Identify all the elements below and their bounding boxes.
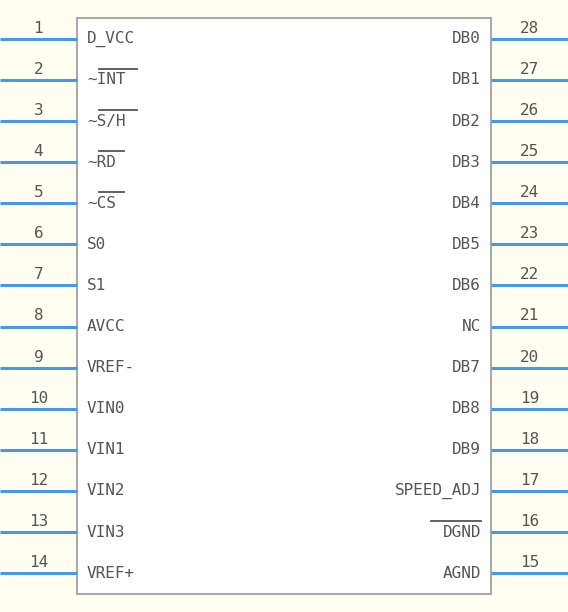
- Text: 24: 24: [520, 185, 539, 200]
- Text: 9: 9: [34, 349, 43, 365]
- Text: 16: 16: [520, 514, 539, 529]
- Text: DB1: DB1: [452, 72, 481, 88]
- Text: ~RD: ~RD: [87, 155, 116, 170]
- Text: DB2: DB2: [452, 114, 481, 129]
- Text: 6: 6: [34, 226, 43, 241]
- Text: 1: 1: [34, 21, 43, 36]
- Text: 10: 10: [29, 390, 48, 406]
- Text: 12: 12: [29, 473, 48, 488]
- Text: DGND: DGND: [442, 524, 481, 540]
- Text: 20: 20: [520, 349, 539, 365]
- Text: AVCC: AVCC: [87, 319, 126, 334]
- Text: DB7: DB7: [452, 360, 481, 375]
- Text: 26: 26: [520, 103, 539, 118]
- Text: 22: 22: [520, 267, 539, 282]
- Text: 27: 27: [520, 62, 539, 77]
- Text: 17: 17: [520, 473, 539, 488]
- Text: DB4: DB4: [452, 196, 481, 211]
- Text: VREF+: VREF+: [87, 565, 135, 581]
- Text: VIN3: VIN3: [87, 524, 126, 540]
- Text: 23: 23: [520, 226, 539, 241]
- Text: D_VCC: D_VCC: [87, 31, 135, 47]
- Text: 5: 5: [34, 185, 43, 200]
- Text: 15: 15: [520, 555, 539, 570]
- Text: S1: S1: [87, 278, 106, 293]
- Text: DB3: DB3: [452, 155, 481, 170]
- Text: 3: 3: [34, 103, 43, 118]
- Bar: [77, 18, 491, 594]
- Text: VIN1: VIN1: [87, 442, 126, 457]
- Text: ~S/H: ~S/H: [87, 114, 126, 129]
- Text: 25: 25: [520, 144, 539, 159]
- Text: S0: S0: [87, 237, 106, 252]
- Text: DB0: DB0: [452, 31, 481, 47]
- Text: 7: 7: [34, 267, 43, 282]
- Text: DB6: DB6: [452, 278, 481, 293]
- Text: 14: 14: [29, 555, 48, 570]
- Text: VIN2: VIN2: [87, 483, 126, 498]
- Text: 11: 11: [29, 431, 48, 447]
- Text: 2: 2: [34, 62, 43, 77]
- Text: VIN0: VIN0: [87, 401, 126, 416]
- Text: ~INT: ~INT: [87, 72, 126, 88]
- Text: 4: 4: [34, 144, 43, 159]
- Text: SPEED_ADJ: SPEED_ADJ: [394, 483, 481, 499]
- Text: ~CS: ~CS: [87, 196, 116, 211]
- Text: 21: 21: [520, 308, 539, 324]
- Text: 19: 19: [520, 390, 539, 406]
- Text: 18: 18: [520, 431, 539, 447]
- Text: 13: 13: [29, 514, 48, 529]
- Text: AGND: AGND: [442, 565, 481, 581]
- Text: DB9: DB9: [452, 442, 481, 457]
- Text: DB8: DB8: [452, 401, 481, 416]
- Text: 28: 28: [520, 21, 539, 36]
- Text: DB5: DB5: [452, 237, 481, 252]
- Text: 8: 8: [34, 308, 43, 324]
- Text: NC: NC: [462, 319, 481, 334]
- Text: VREF-: VREF-: [87, 360, 135, 375]
